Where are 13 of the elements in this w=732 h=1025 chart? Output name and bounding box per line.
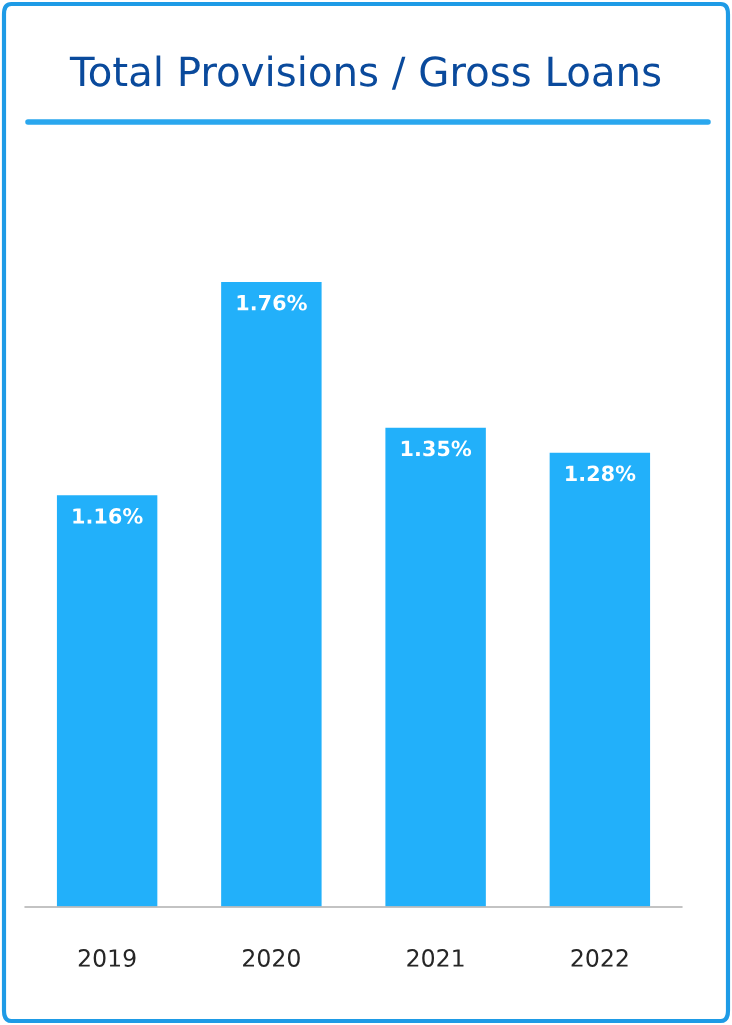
- x-tick-label: 2019: [78, 949, 136, 967]
- data-label: 1.35%: [401, 440, 472, 457]
- bar: [219, 280, 323, 907]
- chart-title: Total Provisions / Gross Loans: [69, 55, 661, 90]
- bar: [55, 493, 159, 907]
- x-tick-label: 2022: [571, 949, 628, 967]
- data-label: 1.76%: [237, 294, 307, 311]
- bar: [548, 451, 652, 907]
- data-label: 1.16%: [73, 508, 143, 524]
- bar: [384, 426, 488, 907]
- data-label: 1.28%: [566, 465, 636, 482]
- x-tick-label: 2020: [243, 949, 300, 967]
- x-tick-label: 2021: [407, 949, 464, 967]
